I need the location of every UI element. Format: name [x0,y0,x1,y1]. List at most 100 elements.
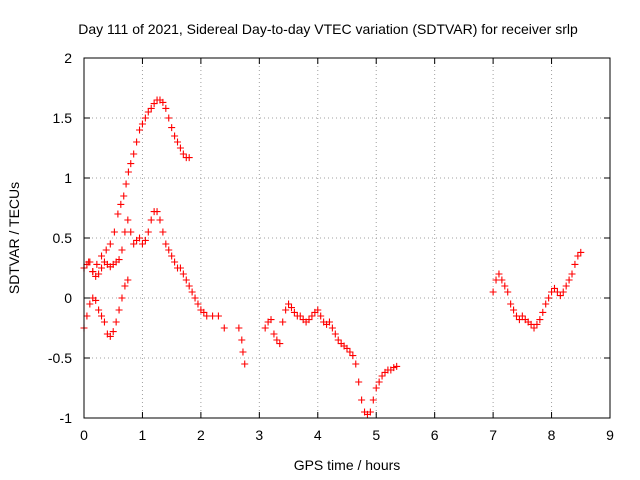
data-point [93,260,101,268]
data-point [568,270,576,278]
data-point [325,318,333,326]
y-tick-label: -1 [60,410,73,426]
data-point [548,288,556,296]
x-tick-label: 4 [314,427,322,443]
data-point [238,336,246,344]
data-point [501,282,509,290]
data-point [393,362,401,370]
y-tick-label: -0.5 [48,350,72,366]
data-point [133,138,141,146]
y-tick-label: 1 [64,170,72,186]
data-point [124,216,132,224]
data-point [182,276,190,284]
data-point [112,318,120,326]
data-point [276,340,284,348]
data-point [124,276,132,284]
data-point [343,344,351,352]
data-point [355,378,363,386]
data-point [86,300,94,308]
grid [84,58,610,418]
data-point [270,330,278,338]
data-point [562,282,570,290]
x-tick-label: 0 [80,427,88,443]
data-point [527,320,535,328]
data-point [510,306,518,314]
data-point [153,208,161,216]
chart-title: Day 111 of 2021, Sidereal Day-to-day VTE… [78,21,578,37]
y-tick-label: 1.5 [53,110,73,126]
data-point [118,294,126,302]
data-point [95,270,103,278]
y-tick-label: 2 [64,50,72,66]
data-point [117,200,125,208]
x-axis-label: GPS time / hours [294,457,401,473]
data-point [556,292,564,300]
data-point [504,288,512,296]
data-point [121,228,129,236]
data-point [127,228,135,236]
data-point [530,324,538,332]
data-point [577,248,585,256]
plot-frame [83,57,611,419]
data-point [185,282,193,290]
data-point [287,304,295,312]
data-point [550,284,558,292]
data-point [536,316,544,324]
data-point [334,336,342,344]
data-point [171,258,179,266]
data-point [273,336,281,344]
data-point [185,154,193,162]
data-point [314,306,322,314]
data-point [168,252,176,260]
data-point [188,288,196,296]
data-point [174,138,182,146]
data-point [106,240,114,248]
data-point [162,240,170,248]
data-point [317,312,325,320]
data-point [106,332,114,340]
data-point [138,240,146,248]
data-point [378,372,386,380]
data-point [114,210,122,218]
data-point [92,296,100,304]
data-point [542,300,550,308]
data-point [352,360,360,368]
data-point [495,270,503,278]
data-point [165,246,173,254]
data-point [261,324,269,332]
y-tick-labels: -1 -0.5 0 0.5 1 1.5 2 [48,50,72,426]
data-point [110,228,118,236]
data-point [136,126,144,134]
data-point [138,120,146,128]
data-point [147,216,155,224]
y-tick-label: 0.5 [53,230,73,246]
data-point [122,180,130,188]
data-point [121,282,129,290]
data-point [136,234,144,242]
data-point [267,316,275,324]
data-point [366,408,374,416]
x-tick-label: 6 [431,427,439,443]
data-point [124,168,132,176]
data-points [80,96,585,418]
data-point [512,312,520,320]
data-point [279,318,287,326]
x-tick-labels: 0 1 2 3 4 5 6 7 8 9 [80,427,614,443]
data-point [349,352,357,360]
data-point [98,252,106,260]
data-point [127,160,135,168]
data-point [203,312,211,320]
data-point [176,264,184,272]
data-point [235,324,243,332]
data-point [571,260,579,268]
y-tick-label: 0 [64,290,72,306]
data-point [176,144,184,152]
x-tick-label: 2 [197,427,205,443]
data-point [358,396,366,404]
x-tick-label: 5 [372,427,380,443]
data-point [86,258,94,266]
data-point [209,312,217,320]
data-point [115,256,123,264]
data-point [109,328,117,336]
data-point [144,108,152,116]
